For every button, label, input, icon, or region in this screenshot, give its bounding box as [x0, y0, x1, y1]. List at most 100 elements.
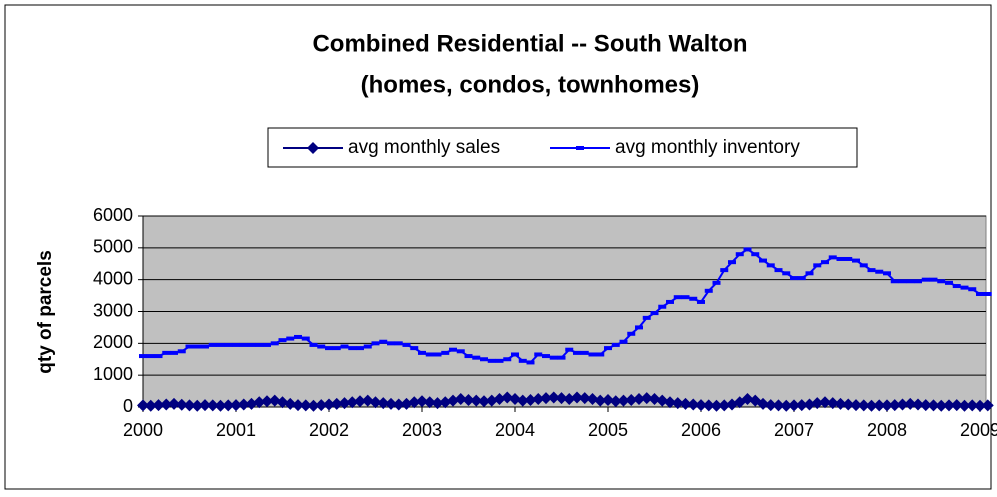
- point: [526, 360, 535, 365]
- point: [766, 263, 775, 268]
- y-axis-label: qty of parcels: [35, 250, 56, 374]
- point: [710, 399, 723, 412]
- point: [175, 398, 188, 411]
- point: [408, 396, 421, 409]
- point: [361, 394, 374, 407]
- point: [689, 296, 698, 301]
- point: [842, 398, 855, 411]
- point: [354, 395, 366, 408]
- point: [387, 341, 395, 346]
- point: [315, 399, 328, 412]
- point: [811, 397, 824, 410]
- point: [702, 399, 715, 412]
- point: [625, 393, 638, 406]
- point: [960, 285, 969, 290]
- point: [540, 392, 552, 405]
- point: [797, 276, 806, 281]
- point: [774, 268, 783, 273]
- point: [966, 399, 979, 412]
- x-tick-label: 2001: [216, 420, 256, 440]
- point: [751, 252, 760, 257]
- point: [588, 352, 597, 357]
- point: [509, 393, 521, 406]
- point: [764, 399, 777, 412]
- point: [268, 394, 281, 407]
- point: [418, 350, 426, 355]
- point: [261, 395, 273, 408]
- point: [919, 399, 932, 412]
- point: [379, 339, 388, 344]
- point: [206, 399, 219, 412]
- point: [478, 395, 490, 408]
- y-tick-label: 0: [123, 396, 133, 416]
- point: [237, 398, 250, 411]
- point: [983, 291, 992, 296]
- point: [573, 350, 581, 355]
- point: [921, 277, 930, 282]
- point: [137, 399, 149, 412]
- point: [255, 342, 264, 347]
- point: [875, 269, 884, 274]
- point: [534, 352, 543, 357]
- point: [431, 397, 444, 410]
- point: [346, 396, 359, 409]
- point: [565, 347, 574, 352]
- point: [952, 284, 961, 289]
- point: [400, 397, 413, 410]
- point: [208, 342, 217, 347]
- point: [317, 344, 326, 349]
- point: [890, 279, 899, 284]
- point: [485, 394, 498, 407]
- point: [821, 260, 829, 265]
- point: [439, 396, 452, 409]
- y-tick-label: 6000: [93, 205, 133, 225]
- point: [981, 399, 994, 412]
- legend-label: avg monthly sales: [348, 137, 500, 158]
- point: [224, 342, 233, 347]
- point: [609, 395, 622, 408]
- point: [299, 399, 312, 412]
- point: [648, 393, 661, 406]
- point: [371, 341, 380, 346]
- point: [681, 295, 690, 300]
- point: [377, 397, 390, 410]
- chart-title: Combined Residential -- South Walton: [312, 30, 747, 57]
- point: [859, 263, 868, 268]
- point: [524, 393, 537, 406]
- x-tick-label: 2008: [867, 420, 907, 440]
- point: [433, 352, 442, 357]
- point: [253, 396, 266, 409]
- point: [950, 399, 963, 412]
- point: [270, 341, 279, 346]
- point: [340, 344, 349, 349]
- point: [286, 336, 295, 341]
- point: [586, 393, 599, 406]
- point: [144, 399, 157, 412]
- point: [836, 256, 845, 261]
- point: [611, 342, 620, 347]
- point: [580, 350, 589, 355]
- chart-subtitle: (homes, condos, townhomes): [361, 71, 700, 98]
- point: [850, 399, 862, 412]
- legend-label: avg monthly inventory: [615, 137, 800, 158]
- x-tick-label: 2000: [123, 420, 163, 440]
- point: [943, 399, 955, 412]
- legend-marker: [307, 142, 319, 154]
- point: [906, 279, 915, 284]
- point: [239, 342, 248, 347]
- point: [619, 339, 628, 344]
- point: [191, 399, 204, 412]
- point: [284, 397, 297, 410]
- y-tick-label: 2000: [93, 332, 133, 352]
- point: [852, 258, 860, 263]
- point: [704, 288, 713, 293]
- point: [503, 357, 512, 362]
- point: [782, 271, 791, 276]
- point: [532, 393, 545, 406]
- point: [392, 398, 405, 411]
- point: [867, 268, 876, 273]
- point: [402, 342, 411, 347]
- point: [695, 399, 707, 412]
- point: [555, 392, 568, 405]
